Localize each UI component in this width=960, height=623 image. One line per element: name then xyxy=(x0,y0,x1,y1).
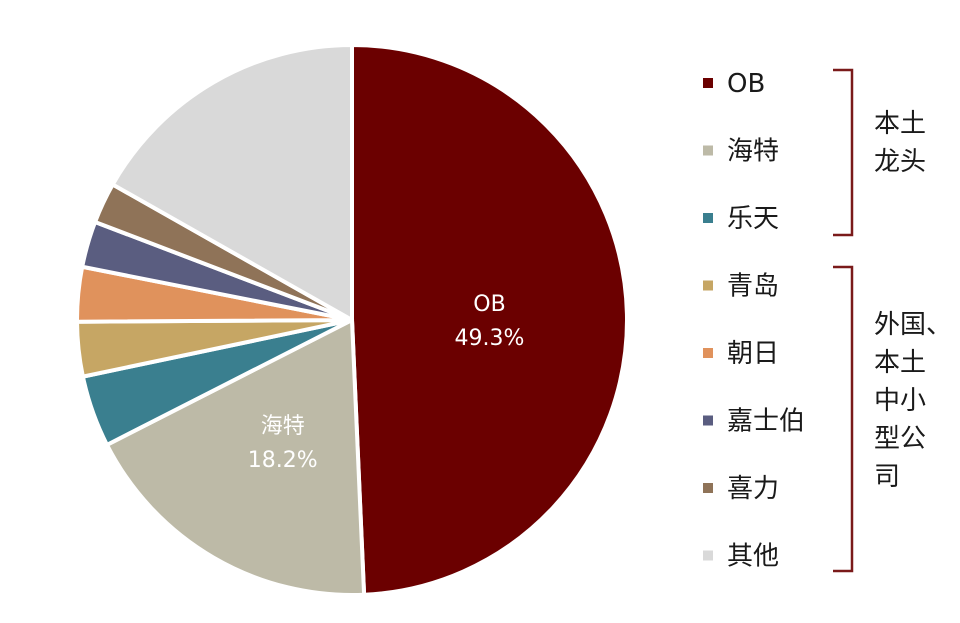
legend-swatch-7 xyxy=(703,483,713,493)
data-label-name-2: 海特 xyxy=(261,414,305,439)
data-label-value-1: 49.3% xyxy=(455,326,525,351)
group-bracket-1 xyxy=(833,68,854,237)
pie-data-labels: OB 49.3% 海特 18.2% xyxy=(248,292,525,473)
group-label-2-line-2: 本土 xyxy=(874,348,926,378)
legend-swatch-8 xyxy=(703,550,713,561)
legend-label-7: 喜力 xyxy=(727,474,779,504)
pie-slice-1 xyxy=(350,43,629,597)
pie-slice-8 xyxy=(110,43,354,322)
group-label-2-line-3: 中小 xyxy=(874,386,926,416)
group-label-2-line-4: 型公 xyxy=(874,424,926,454)
data-label-value-2: 18.2% xyxy=(248,448,318,473)
legend-swatch-5 xyxy=(703,348,713,358)
legend-label-4: 青岛 xyxy=(727,272,779,302)
pie-slice-2 xyxy=(104,318,367,597)
legend-swatch-6 xyxy=(703,415,713,426)
legend-label-6: 嘉士伯 xyxy=(727,407,805,437)
legend-swatch-2 xyxy=(703,145,713,156)
pie-slices xyxy=(75,43,629,597)
group-bracket-2 xyxy=(833,265,854,573)
data-label-name-1: OB xyxy=(473,292,505,317)
group-label-1-line-2: 龙头 xyxy=(874,147,926,177)
legend-swatch-1 xyxy=(703,78,713,88)
group-label-2-line-5: 司 xyxy=(874,462,900,492)
legend-label-1: OB xyxy=(727,69,765,99)
legend-label-5: 朝日 xyxy=(727,339,779,369)
group-label-1-line-1: 本土 xyxy=(874,109,926,139)
legend-swatch-4 xyxy=(703,280,713,291)
legend-label-8: 其他 xyxy=(727,542,779,572)
group-label-2-line-1: 外国、 xyxy=(874,310,952,340)
legend-swatch-3 xyxy=(703,213,713,223)
legend-label-3: 乐天 xyxy=(727,204,779,234)
legend-label-2: 海特 xyxy=(727,137,779,167)
